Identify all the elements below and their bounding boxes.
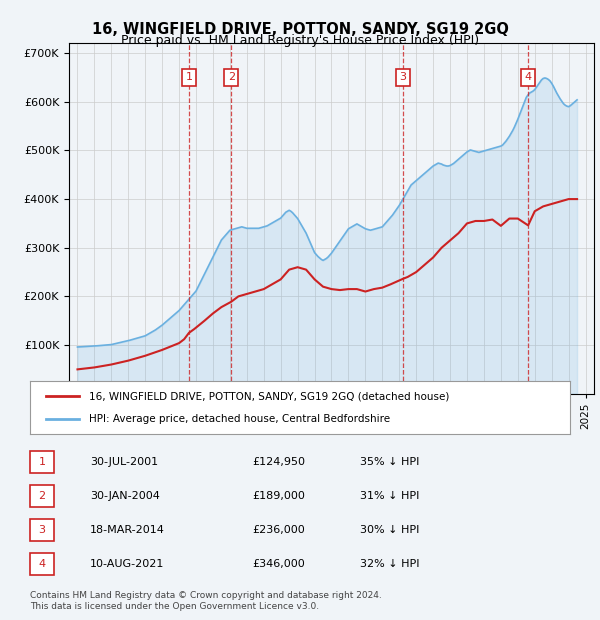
Text: 1: 1 [185,73,193,82]
Text: 3: 3 [399,73,406,82]
Text: 1: 1 [38,457,46,467]
Text: Contains HM Land Registry data © Crown copyright and database right 2024.
This d: Contains HM Land Registry data © Crown c… [30,591,382,611]
Text: 30% ↓ HPI: 30% ↓ HPI [360,525,419,535]
Text: 30-JUL-2001: 30-JUL-2001 [90,457,158,467]
Text: 10-AUG-2021: 10-AUG-2021 [90,559,164,569]
Text: Price paid vs. HM Land Registry's House Price Index (HPI): Price paid vs. HM Land Registry's House … [121,34,479,47]
Text: 30-JAN-2004: 30-JAN-2004 [90,491,160,501]
Text: £124,950: £124,950 [252,457,305,467]
Text: £346,000: £346,000 [252,559,305,569]
Text: 32% ↓ HPI: 32% ↓ HPI [360,559,419,569]
Text: £189,000: £189,000 [252,491,305,501]
Text: £236,000: £236,000 [252,525,305,535]
Text: 4: 4 [38,559,46,569]
Text: 18-MAR-2014: 18-MAR-2014 [90,525,165,535]
Text: 4: 4 [524,73,532,82]
Text: 35% ↓ HPI: 35% ↓ HPI [360,457,419,467]
Text: HPI: Average price, detached house, Central Bedfordshire: HPI: Average price, detached house, Cent… [89,414,391,424]
Text: 16, WINGFIELD DRIVE, POTTON, SANDY, SG19 2GQ: 16, WINGFIELD DRIVE, POTTON, SANDY, SG19… [92,22,508,37]
Text: 16, WINGFIELD DRIVE, POTTON, SANDY, SG19 2GQ (detached house): 16, WINGFIELD DRIVE, POTTON, SANDY, SG19… [89,391,450,401]
Text: 3: 3 [38,525,46,535]
Text: 31% ↓ HPI: 31% ↓ HPI [360,491,419,501]
Text: 2: 2 [38,491,46,501]
Text: 2: 2 [227,73,235,82]
